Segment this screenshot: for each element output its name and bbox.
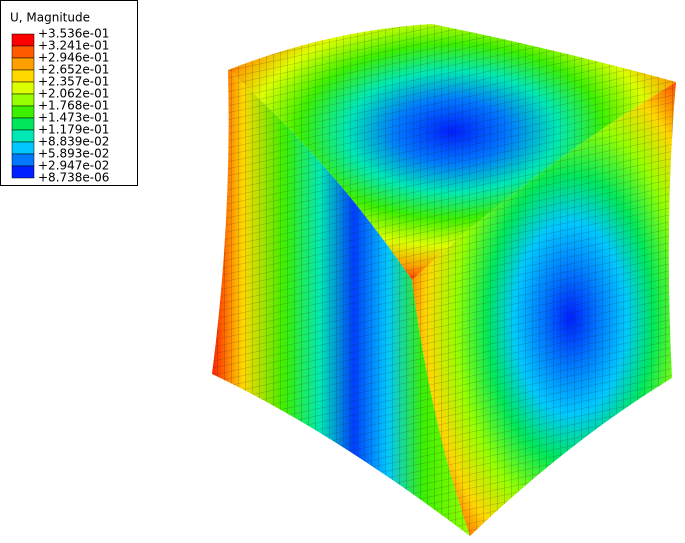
legend-band [11, 81, 35, 95]
legend: U, Magnitude +3.536e-01+3.241e-01+2.946e… [0, 0, 138, 186]
legend-label: +2.947e-02 [38, 159, 109, 173]
legend-label: +2.357e-01 [38, 75, 109, 89]
legend-band [11, 129, 35, 143]
legend-band [11, 153, 35, 167]
legend-title: U, Magnitude [10, 11, 90, 25]
legend-band [11, 117, 35, 131]
left-mesh [212, 70, 470, 536]
legend-label: +2.652e-01 [38, 63, 109, 77]
legend-band [11, 141, 35, 155]
legend-band [11, 33, 35, 47]
top-mesh [228, 24, 676, 280]
legend-label: +2.946e-01 [38, 51, 109, 65]
legend-band [11, 57, 35, 71]
legend-label: +8.738e-06 [38, 171, 109, 185]
legend-band [11, 105, 35, 119]
cube-model [212, 24, 676, 536]
legend-label: +3.536e-01 [38, 27, 109, 41]
legend-label: +1.768e-01 [38, 99, 109, 113]
legend-band [11, 69, 35, 83]
legend-label: +5.893e-02 [38, 147, 109, 161]
legend-band [11, 93, 35, 107]
legend-label: +2.062e-01 [38, 87, 109, 101]
right-mesh [412, 82, 676, 536]
legend-band [11, 165, 35, 179]
legend-label: +3.241e-01 [38, 39, 109, 53]
legend-label: +1.473e-01 [38, 111, 109, 125]
legend-label: +1.179e-01 [38, 123, 109, 137]
legend-band [11, 45, 35, 59]
legend-label: +8.839e-02 [38, 135, 109, 149]
